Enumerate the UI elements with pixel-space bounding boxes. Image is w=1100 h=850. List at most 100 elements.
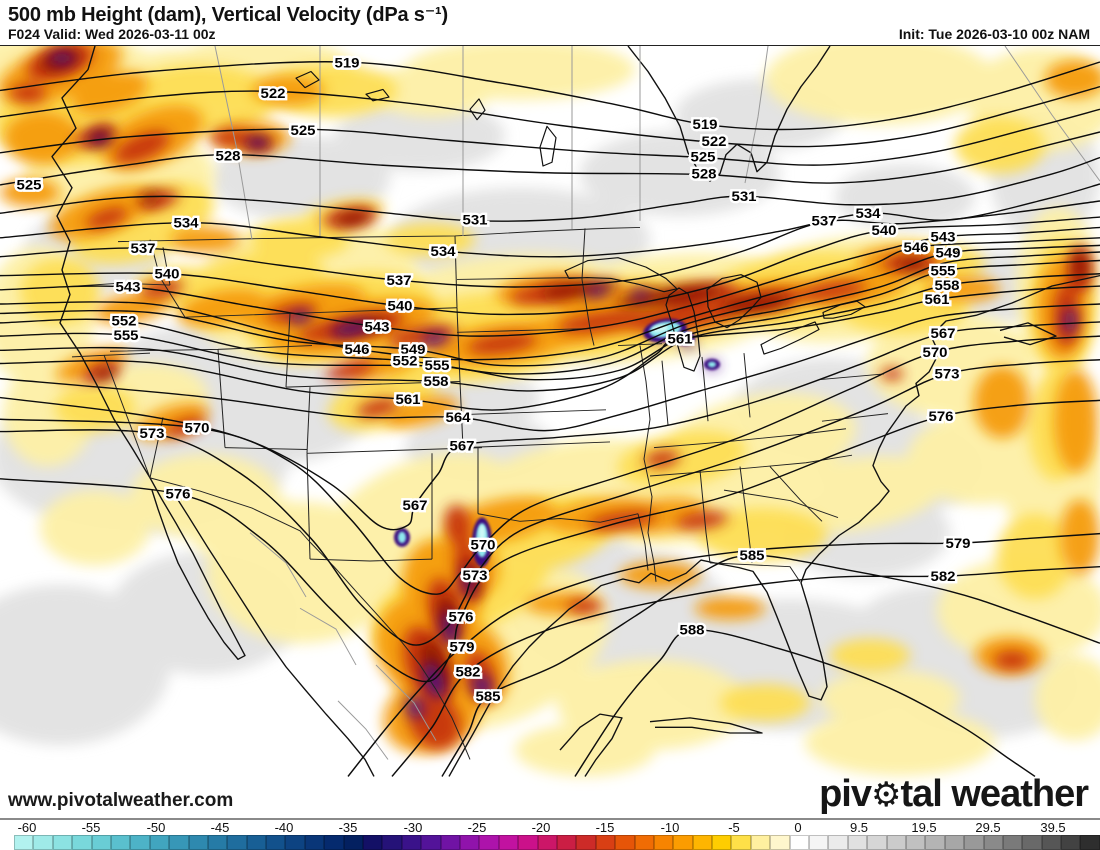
contour-label-525: 525 (16, 178, 41, 194)
contour-label-543: 543 (115, 280, 140, 296)
contour-label-573: 573 (934, 367, 959, 383)
colorbar-tick-label: -35 (338, 820, 358, 835)
colorbar-cell (983, 835, 1003, 850)
contour-label-537: 537 (811, 214, 836, 230)
state-border (462, 409, 607, 416)
contour-line-537 (0, 200, 1100, 288)
colorbar-cell (828, 835, 848, 850)
colorbar-cell (498, 835, 519, 850)
colorbar-tick-label: -60 (17, 820, 37, 835)
colorbar-cell (169, 835, 189, 850)
contour-line-552 (0, 251, 1100, 375)
contour-label-534: 534 (173, 216, 199, 232)
contour-line-540 (0, 216, 1100, 316)
contour-label-537: 537 (386, 273, 411, 289)
colorbar-cell (382, 835, 402, 850)
lake-outline (564, 257, 678, 293)
contour-line-528 (0, 131, 1100, 186)
state-border (769, 466, 823, 522)
colorbar-cell (944, 835, 965, 850)
contour-label-579: 579 (449, 640, 474, 656)
colorbar-tick-label: -50 (146, 820, 166, 835)
colorbar-tick-label: 19.5 (911, 820, 937, 835)
state-border (454, 235, 458, 308)
colorbar-tick-label: -55 (81, 820, 101, 835)
colorbar-cell (556, 835, 577, 850)
colorbar-cell (285, 835, 305, 850)
province-border (375, 664, 437, 741)
contour-label-546: 546 (903, 240, 928, 256)
contour-label-582: 582 (455, 665, 480, 681)
contour-line-570 (0, 335, 1100, 595)
colorbar-cell (537, 835, 557, 850)
colorbar-tick-label: -45 (210, 820, 230, 835)
state-border (477, 513, 639, 523)
colorbar-cell (401, 835, 422, 850)
contour-label-582: 582 (930, 569, 955, 585)
state-border (459, 381, 464, 448)
contour-label-570: 570 (470, 538, 495, 554)
colorbar-cell (304, 835, 325, 850)
contour-label-561: 561 (395, 392, 420, 408)
lake-outline (760, 321, 820, 355)
contour-label-531: 531 (731, 189, 756, 205)
state-border (637, 513, 649, 571)
contour-label-576: 576 (165, 487, 190, 503)
contour-label-534: 534 (430, 244, 456, 260)
contour-label-567: 567 (449, 439, 474, 455)
colorbar-cell (207, 835, 228, 850)
state-border (739, 466, 753, 563)
state-border (162, 247, 171, 286)
colorbar-cell (459, 835, 480, 850)
province-border (1004, 46, 1100, 182)
contour-line-588 (574, 629, 1036, 778)
colorbar-cell (343, 835, 364, 850)
colorbar-cell (1002, 835, 1023, 850)
state-border (649, 454, 853, 477)
contour-line-576 (0, 399, 1100, 683)
colorbar-cell (1080, 835, 1100, 850)
colorbar-cell (110, 835, 131, 850)
contour-line-546 (0, 237, 1100, 361)
lake-outline (539, 125, 557, 167)
contour-line-543 (0, 226, 1100, 337)
contour-line-525 (0, 108, 1100, 166)
colorbar-tick-label: -15 (595, 820, 615, 835)
contour-label-543: 543 (930, 230, 955, 246)
map-title: 500 mb Height (dam), Vertical Velocity (… (8, 4, 448, 26)
colorbar-cell (1022, 835, 1042, 850)
contour-label-561: 561 (924, 292, 949, 308)
contour-label-561: 561 (667, 332, 692, 348)
colorbar-cell (595, 835, 616, 850)
contour-label-570: 570 (922, 345, 947, 361)
colorbar-cell (421, 835, 441, 850)
state-border (821, 413, 889, 422)
state-border (149, 417, 164, 478)
colorbar-cell (518, 835, 538, 850)
coastline (448, 274, 1100, 777)
contour-line-558 (0, 273, 1100, 392)
contour-line-519 (0, 61, 1100, 131)
state-border (117, 226, 641, 243)
contour-label-525: 525 (690, 150, 715, 166)
contour-label-546: 546 (344, 342, 369, 358)
contour-line-549 (0, 244, 1100, 367)
state-border (149, 477, 471, 760)
contour-label-564: 564 (445, 410, 471, 426)
colorbar-cell (964, 835, 984, 850)
contour-label-528: 528 (215, 149, 240, 165)
contour-label-522: 522 (701, 135, 726, 151)
state-border (71, 352, 151, 358)
contour-label-567: 567 (930, 326, 955, 342)
contour-label-555: 555 (424, 358, 449, 374)
colorbar-cell (789, 835, 810, 850)
state-border (103, 354, 151, 479)
colorbar-cell (91, 835, 111, 850)
colorbar-tick-label: -10 (660, 820, 680, 835)
colorbar-cell (130, 835, 150, 850)
contour-line-531 (0, 156, 1100, 222)
colorbar-cell (847, 835, 868, 850)
colorbar-cell (692, 835, 713, 850)
colorbar-cell (363, 835, 383, 850)
contour-label-588: 588 (679, 623, 704, 639)
